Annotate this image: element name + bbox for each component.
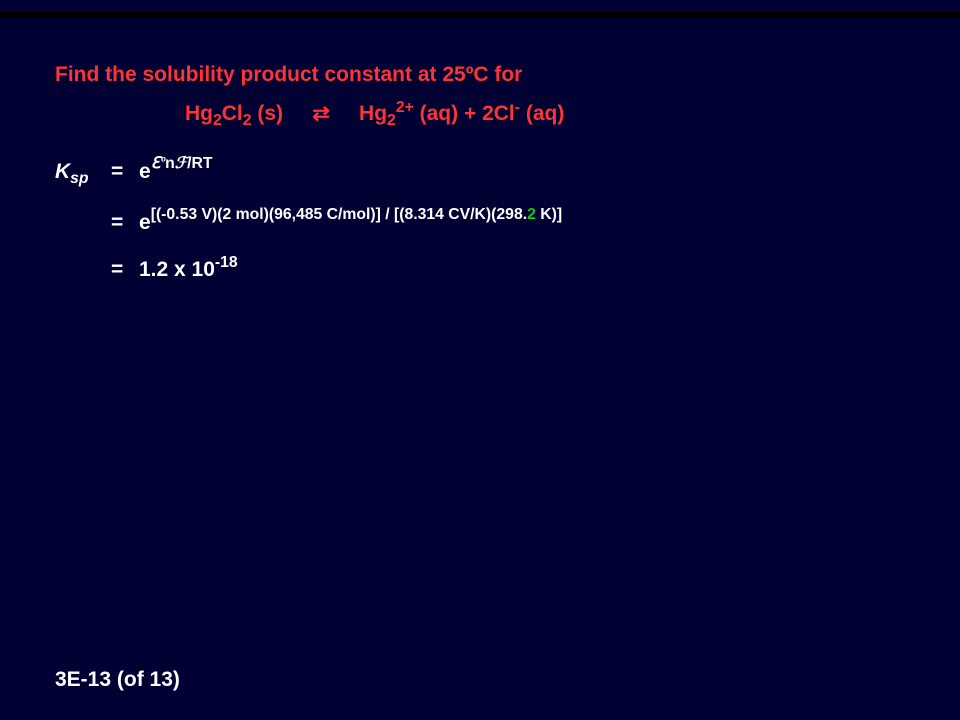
plus: + <box>464 102 482 125</box>
rhs2-coeff: 2 <box>482 102 494 125</box>
page-number: 3E-13 (of 13) <box>55 668 180 692</box>
equation-2: = e[(-0.53 V)(2 mol)(96,485 C/mol)] / [(… <box>55 208 920 237</box>
rhs2-phase: (aq) <box>520 102 564 125</box>
eq3-exp: -18 <box>215 252 238 274</box>
rhs1-phase: (aq) <box>414 102 458 125</box>
top-bar <box>0 0 960 10</box>
ksp-k: K <box>55 160 70 183</box>
divider-line <box>0 12 960 18</box>
eq3-equals: = <box>111 255 139 284</box>
lhs-phase: (s) <box>252 102 284 125</box>
spacer2 <box>336 102 354 125</box>
eq1-base: e <box>139 157 151 186</box>
eq2-exp-rt-open: [( <box>394 206 405 223</box>
equation-3: = 1.2 x 10-18 <box>55 255 920 284</box>
eq2-exp-green: 2 <box>527 206 536 223</box>
eq2-exp-num: (-0.53 V)(2 mol)(96,485 C/mol)] <box>156 206 381 223</box>
content-area: Find the solubility product constant at … <box>55 60 920 285</box>
eq2-base: e <box>139 208 151 237</box>
eq2-exp-rt-val: 8.314 CV/K)(298. <box>405 206 528 223</box>
lhs-sub1: 2 <box>213 113 222 130</box>
eq2-equals: = <box>111 208 139 237</box>
eq3-value: 1.2 x 10 <box>139 255 215 284</box>
eq1-exp-rt: RT <box>192 155 213 172</box>
eq1-exp-n: n <box>165 155 175 172</box>
equation-1: Ksp = eℇºnℱ/RT <box>55 157 920 190</box>
lhs-hg: Hg <box>185 102 213 125</box>
eq2-exponent: [(-0.53 V)(2 mol)(96,485 C/mol)] / [(8.3… <box>151 204 562 226</box>
eq1-exp-e: ℇº <box>151 155 165 172</box>
reaction-line: Hg2Cl2 (s) ⇄ Hg22+ (aq) + 2Cl- (aq) <box>185 97 920 132</box>
eq1-exponent: ℇºnℱ/RT <box>151 153 213 175</box>
rhs1-hg: Hg <box>359 102 387 125</box>
eq1-equals: = <box>111 157 139 186</box>
ksp-label: Ksp <box>55 157 111 190</box>
title-line-1: Find the solubility product constant at … <box>55 60 920 89</box>
rhs1-sup: 2+ <box>396 99 414 116</box>
eq1-exp-f: ℱ <box>175 155 187 172</box>
eq2-exp-rt-close: K)] <box>536 206 562 223</box>
rhs1-sub: 2 <box>387 113 396 130</box>
equilibrium-arrow: ⇄ <box>312 102 330 125</box>
ksp-sub: sp <box>70 170 88 187</box>
slide: Find the solubility product constant at … <box>0 0 960 720</box>
eq2-exp-div: / <box>381 206 394 223</box>
lhs-sub2: 2 <box>243 113 252 130</box>
rhs2-cl: Cl <box>494 102 515 125</box>
lhs-cl: Cl <box>222 102 243 125</box>
spacer <box>289 102 307 125</box>
